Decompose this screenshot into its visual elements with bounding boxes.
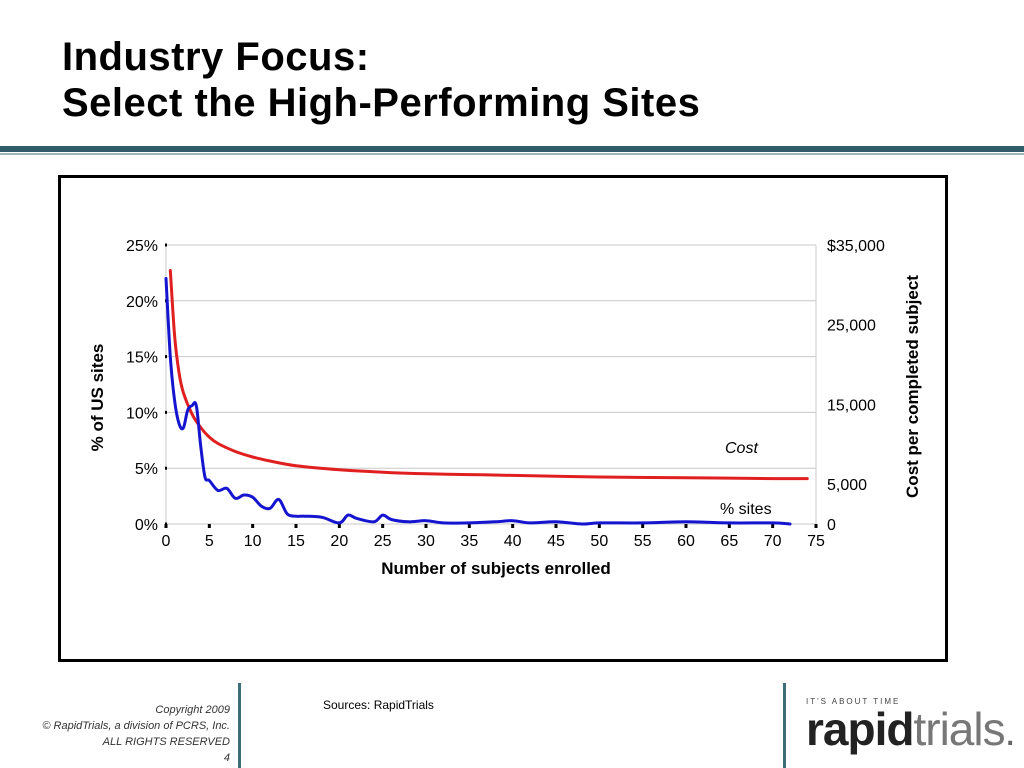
x-tick-label: 0 bbox=[162, 533, 171, 550]
y-left-tick-label: 10% bbox=[126, 405, 158, 422]
x-tick-label: 5 bbox=[205, 533, 214, 550]
chart-frame: 0% 5% 10% 15% 20% 25% 0 5,000 15,000 25,000 $35,00… bbox=[58, 175, 948, 662]
x-tick-label: 75 bbox=[807, 533, 825, 550]
y-right-tick-label: 0 bbox=[827, 517, 836, 534]
title-line-2: Select the High-Performing Sites bbox=[62, 81, 701, 125]
cost-series-line bbox=[168, 269, 809, 481]
title-divider bbox=[0, 146, 1024, 152]
chart-canvas: 0% 5% 10% 15% 20% 25% 0 5,000 15,000 25,000 $35,00… bbox=[88, 238, 922, 578]
slide-title: Industry Focus: Select the High-Performi… bbox=[62, 34, 700, 126]
y-left-axis-title: % of US sites bbox=[88, 344, 107, 452]
rights-text: ALL RIGHTS RESERVED bbox=[102, 736, 230, 748]
x-tick-label: 50 bbox=[590, 533, 608, 550]
y-left-tick-label: 0% bbox=[135, 517, 158, 534]
x-axis-title: Number of subjects enrolled bbox=[381, 559, 611, 578]
x-tick-label: 65 bbox=[720, 533, 738, 550]
x-tick-label: 30 bbox=[417, 533, 435, 550]
x-tick-label: 40 bbox=[504, 533, 522, 550]
x-tick-label: 10 bbox=[244, 533, 262, 550]
logo-tagline: IT'S ABOUT TIME bbox=[806, 697, 901, 706]
sites-series-label: % sites bbox=[720, 501, 772, 518]
y-left-tick-label: 25% bbox=[126, 238, 158, 255]
x-tick-label: 45 bbox=[547, 533, 565, 550]
copyright-text: Copyright 2009 bbox=[155, 704, 230, 716]
y-right-tick-label: 15,000 bbox=[827, 397, 876, 414]
x-tick-label: 35 bbox=[460, 533, 478, 550]
y-right-tick-label: 5,000 bbox=[827, 477, 867, 494]
sources-note: Sources: RapidTrials bbox=[323, 698, 434, 712]
footer-divider-right bbox=[783, 683, 786, 768]
x-tick-label: 55 bbox=[634, 533, 652, 550]
company-text: © RapidTrials, a division of PCRS, Inc. bbox=[42, 720, 230, 732]
logo-dot: . bbox=[1004, 710, 1016, 754]
footer-divider-left bbox=[238, 683, 241, 768]
y-right-axis-title: Cost per completed subject bbox=[903, 275, 922, 498]
y-right-tick-label: 25,000 bbox=[827, 318, 876, 335]
cost-series-label: Cost bbox=[725, 440, 758, 457]
page-number: 4 bbox=[223, 752, 230, 764]
y-right-tick-label: $35,000 bbox=[827, 238, 885, 255]
y-left-tick-label: 15% bbox=[126, 350, 158, 367]
y-left-tick-label: 5% bbox=[135, 461, 158, 478]
x-tick-label: 70 bbox=[764, 533, 782, 550]
company-logo: rapidtrials. bbox=[806, 702, 1016, 756]
x-tick-label: 25 bbox=[374, 533, 392, 550]
x-tick-label: 15 bbox=[287, 533, 305, 550]
title-divider-shadow bbox=[0, 153, 1024, 155]
sites-series-line bbox=[164, 277, 792, 526]
logo-bold-part: rapid bbox=[806, 703, 914, 755]
x-tick-label: 20 bbox=[330, 533, 348, 550]
y-left-tick-label: 20% bbox=[126, 294, 158, 311]
footer-copyright-block: Copyright 2009 © RapidTrials, a division… bbox=[42, 702, 230, 766]
title-line-1: Industry Focus: bbox=[62, 35, 370, 79]
x-tick-label: 60 bbox=[677, 533, 695, 550]
logo-light-part: trials bbox=[913, 703, 1005, 755]
